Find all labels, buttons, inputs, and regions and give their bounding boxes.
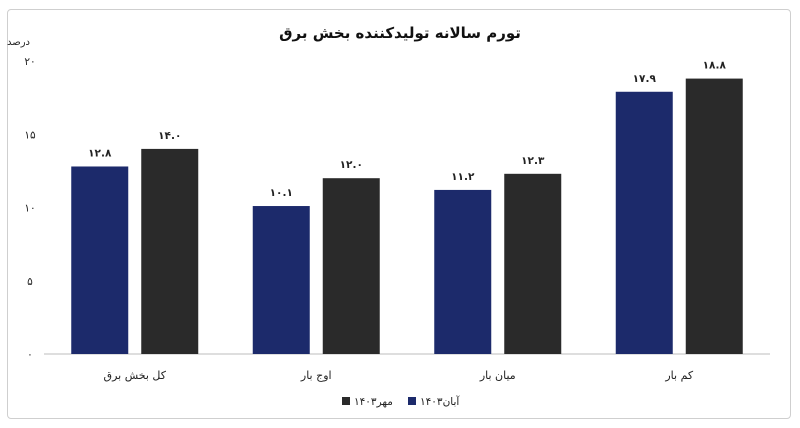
legend-swatch [342,397,350,405]
bar-series-0-category-0 [71,166,129,354]
data-label: ۱۰.۱ [270,187,293,199]
category-label: کم بار [664,369,694,382]
y-axis-unit-label: درصد [7,37,30,48]
y-tick-label: ۱۰ [24,203,35,215]
category-labels: کل بخش برق اوج بار میان بار کم بار [104,369,694,382]
y-tick-label: ۲۰ [24,56,35,68]
y-tick-label: ۱۵ [24,129,36,141]
bar-series-1-category-3 [685,78,743,354]
bar-series-1-category-0 [141,148,199,354]
legend-label: مهر۱۴۰۳ [354,396,393,408]
y-axis-ticks: ۰ ۵ ۱۰ ۱۵ ۲۰ [24,56,36,361]
data-label: ۱۷.۹ [633,73,657,85]
category-label: میان بار [479,369,516,382]
bar-series-0-category-3 [615,91,673,354]
bar-series-1-category-2 [504,173,562,354]
chart-title: تورم سالانه تولیدکننده بخش برق [279,24,521,42]
data-label: ۱۸.۸ [703,60,727,72]
legend-swatch [408,397,416,405]
y-tick-label: ۰ [27,349,33,361]
data-label: ۱۴.۰ [158,130,181,142]
y-tick-label: ۵ [27,276,33,288]
data-labels: ۱۲.۸ ۱۴.۰ ۱۰.۱ ۱۲.۰ ۱۱.۲ ۱۲.۳ ۱۷.۹ ۱۸.۸ [88,60,726,199]
legend-label: آبان۱۴۰۳ [420,395,460,408]
legend: آبان۱۴۰۳ مهر۱۴۰۳ [342,395,460,408]
data-label: ۱۲.۰ [340,159,363,171]
bar-series-0-category-1 [252,206,310,354]
category-label: اوج بار [300,369,332,382]
data-label: ۱۱.۲ [451,171,475,183]
bars [71,78,743,354]
data-label: ۱۲.۳ [521,155,545,167]
bar-series-1-category-1 [322,178,380,354]
category-label: کل بخش برق [104,369,167,382]
data-label: ۱۲.۸ [88,147,112,159]
bar-series-0-category-2 [434,189,492,354]
